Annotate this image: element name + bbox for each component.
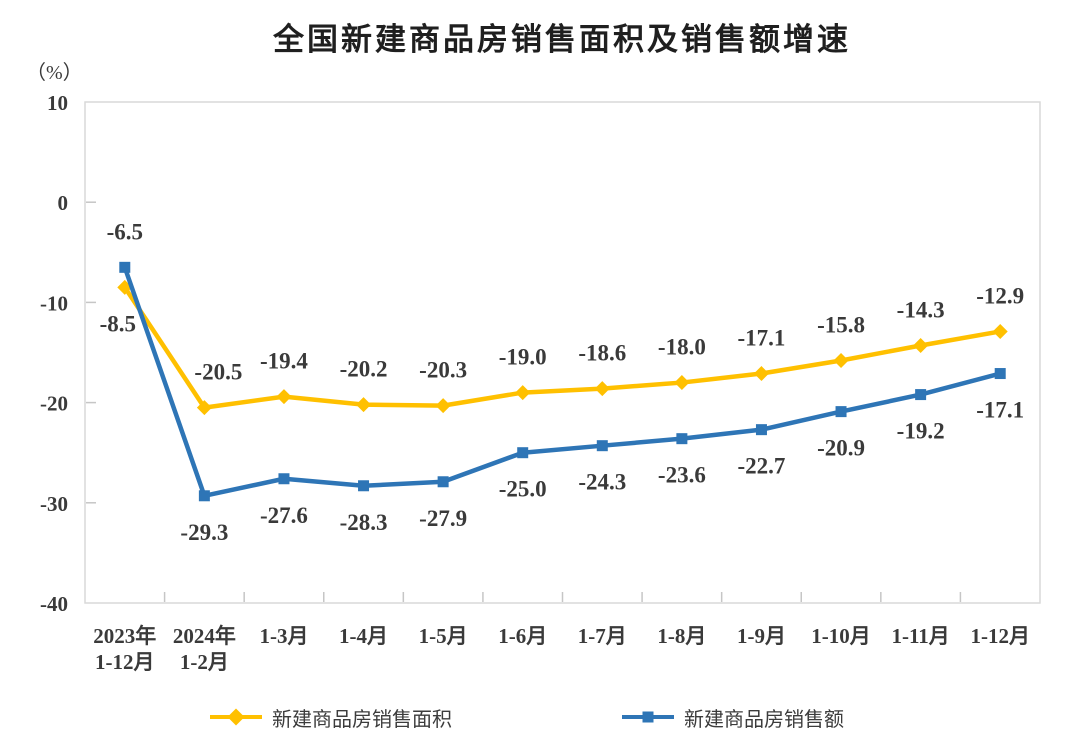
x-axis-tick-label: 2024年 1-2月 — [173, 624, 236, 674]
data-label: -29.3 — [180, 520, 228, 545]
data-label: -23.6 — [658, 463, 706, 488]
data-label: -15.8 — [817, 313, 865, 338]
y-axis-unit-label: （%） — [26, 62, 83, 84]
data-label: -19.4 — [260, 349, 308, 374]
data-label: -12.9 — [976, 283, 1024, 308]
data-label: -20.9 — [817, 436, 865, 461]
data-label: -18.0 — [658, 335, 706, 360]
x-axis-tick-label: 1-3月 — [259, 624, 308, 648]
x-axis-tick-label: 1-9月 — [737, 624, 786, 648]
diamond-marker-icon — [227, 708, 245, 726]
plot-border — [84, 101, 1041, 604]
diamond-marker-icon — [992, 323, 1008, 339]
data-label: -6.5 — [107, 219, 143, 244]
data-label: -24.3 — [578, 470, 626, 495]
data-label: -19.0 — [499, 345, 547, 370]
legend-item-sales-area: 新建商品房销售面积 — [210, 704, 452, 731]
data-label: -20.3 — [419, 358, 467, 383]
square-marker-icon — [358, 480, 370, 492]
data-label: -22.7 — [737, 454, 785, 479]
data-label: -19.2 — [897, 419, 945, 444]
y-axis-tick-label: -20 — [40, 392, 68, 416]
data-label: -18.6 — [578, 341, 626, 366]
legend-item-sales-amount: 新建商品房销售额 — [622, 704, 844, 731]
x-axis-tick-label: 2023年 1-12月 — [93, 624, 156, 674]
sales-amount-line-swatch — [622, 711, 674, 723]
diamond-marker-icon — [753, 366, 769, 382]
square-marker-icon — [755, 424, 767, 436]
diamond-marker-icon — [594, 381, 610, 397]
x-axis-tick-label: 1-12月 — [970, 624, 1030, 648]
data-label: -28.3 — [340, 510, 388, 535]
data-label: -27.9 — [419, 506, 467, 531]
square-marker-icon — [278, 473, 290, 485]
square-marker-icon — [596, 440, 608, 452]
x-axis-tick-label: 1-7月 — [578, 624, 627, 648]
square-marker-icon — [835, 406, 847, 418]
square-marker-icon — [676, 433, 688, 445]
y-axis-tick-label: -10 — [40, 291, 68, 315]
diamond-marker-icon — [833, 353, 849, 369]
data-label: -20.5 — [194, 360, 242, 385]
square-marker-icon — [437, 476, 449, 488]
legend-label-sales-amount: 新建商品房销售额 — [684, 708, 844, 731]
x-axis-tick-label: 1-10月 — [811, 624, 871, 648]
square-marker-icon — [915, 389, 927, 401]
data-label: -8.5 — [100, 311, 136, 336]
x-axis-tick-label: 1-8月 — [657, 624, 706, 648]
diamond-marker-icon — [356, 397, 372, 413]
x-axis-tick-label: 1-5月 — [419, 624, 468, 648]
y-axis-tick-label: 0 — [58, 191, 69, 215]
diamond-marker-icon — [276, 389, 292, 405]
diamond-marker-icon — [913, 337, 929, 353]
data-label: -27.6 — [260, 503, 308, 528]
data-label: -17.1 — [737, 326, 785, 351]
chart-title: 全国新建商品房销售面积及销售额增速 — [273, 22, 851, 57]
sales-area-line-swatch — [210, 708, 262, 726]
x-axis-tick-label: 1-4月 — [339, 624, 388, 648]
data-label: -17.1 — [976, 398, 1024, 423]
square-marker-icon — [994, 368, 1006, 380]
data-label: -25.0 — [499, 477, 547, 502]
series-line-0 — [122, 285, 1003, 410]
diamond-marker-icon — [435, 398, 451, 414]
diamond-marker-icon — [674, 375, 690, 391]
square-marker-icon — [517, 447, 529, 459]
diamond-marker-icon — [117, 279, 133, 295]
y-axis-tick-label: -30 — [40, 492, 68, 516]
legend-label-sales-area: 新建商品房销售面积 — [272, 708, 452, 731]
diamond-marker-icon — [515, 385, 531, 401]
diamond-marker-icon — [196, 400, 212, 416]
y-axis-tick-label: 10 — [47, 91, 68, 115]
square-marker-icon — [119, 261, 131, 273]
data-label: -14.3 — [897, 297, 945, 322]
data-label: -20.2 — [340, 357, 388, 382]
series-line-1 — [122, 265, 1003, 499]
square-marker-icon — [198, 490, 210, 502]
square-marker-icon — [642, 711, 654, 723]
x-axis-tick-label: 1-11月 — [891, 624, 949, 648]
x-axis-tick-label: 1-6月 — [498, 624, 547, 648]
y-axis-tick-label: -40 — [40, 592, 68, 616]
